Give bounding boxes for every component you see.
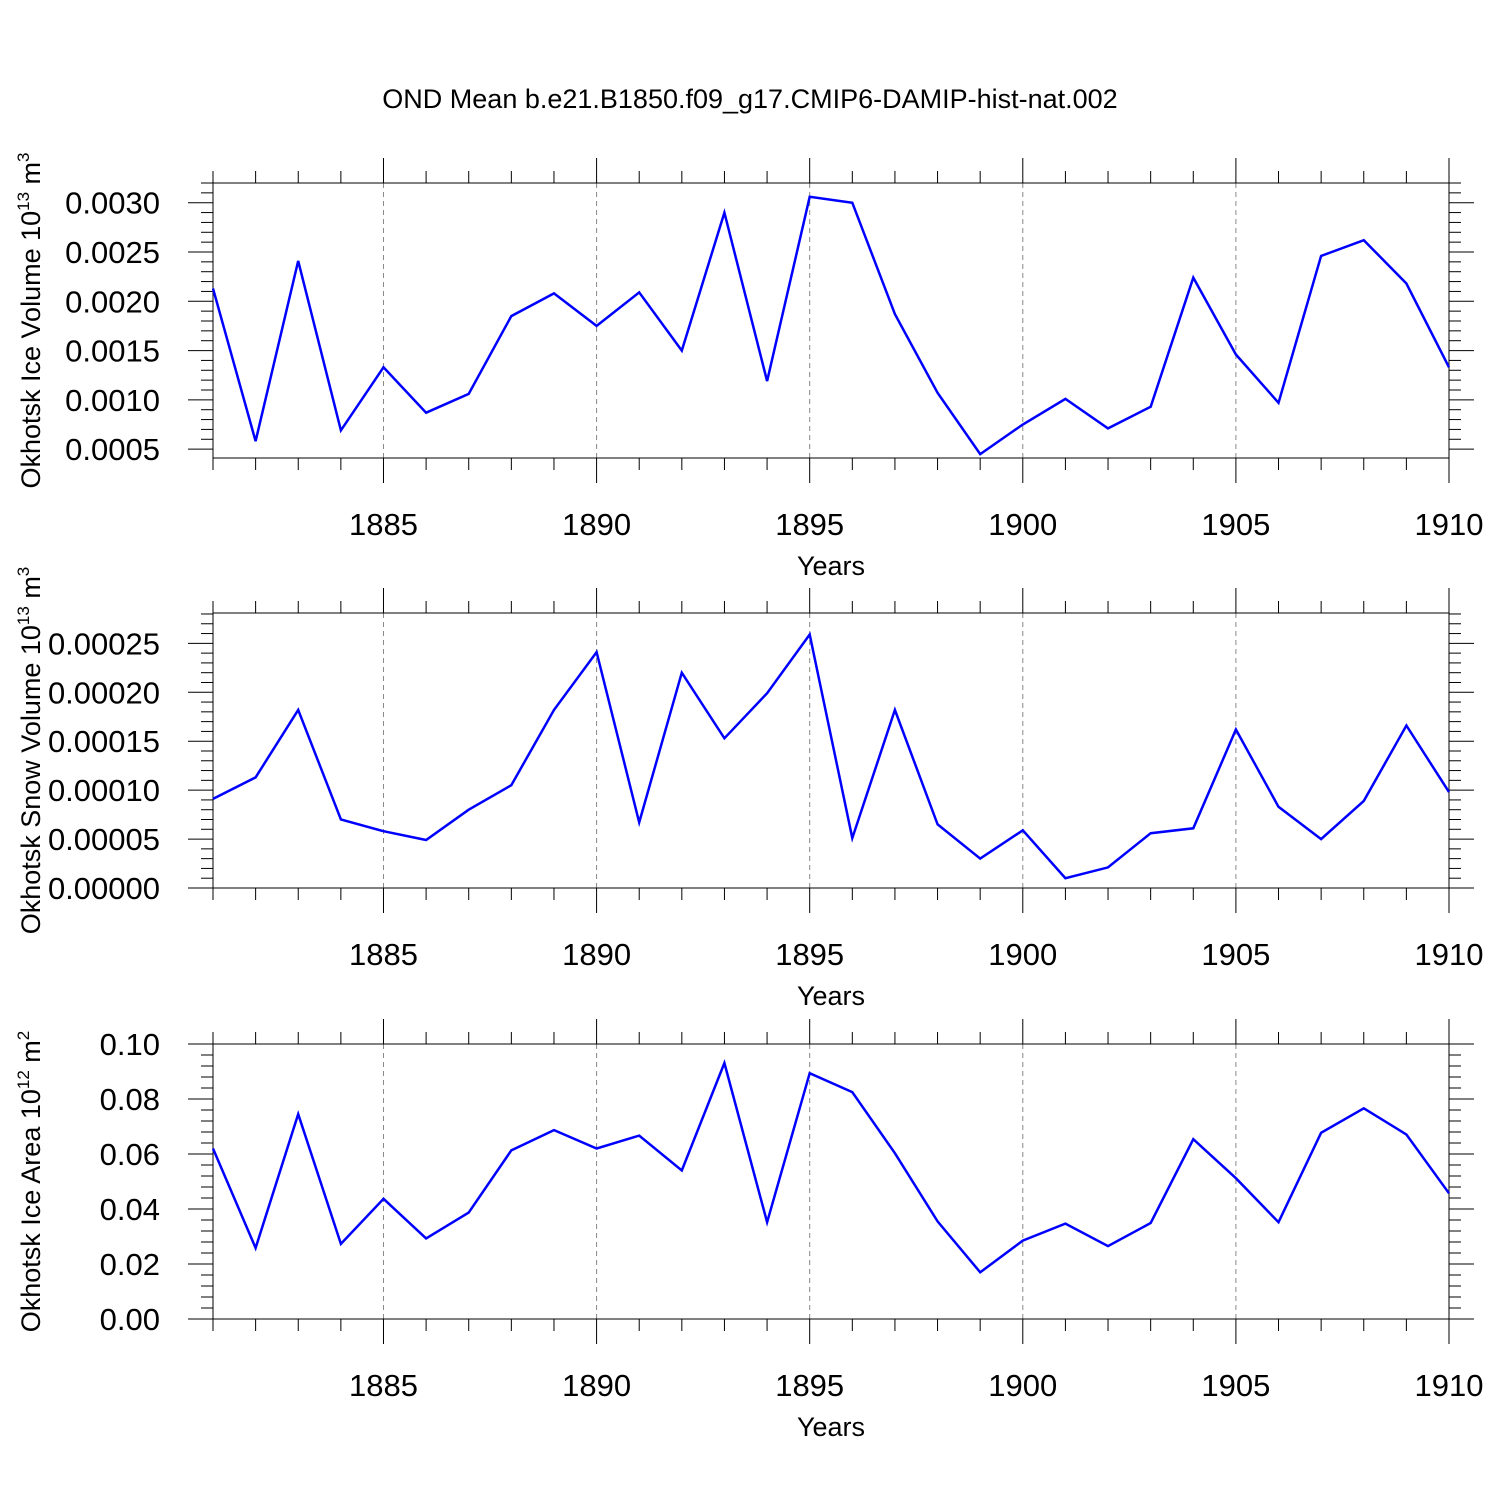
y-axis-label: Okhotsk Ice Area 1012 m2 [14, 1031, 46, 1333]
y-tick-label: 0.06 [100, 1137, 160, 1172]
y-tick-label: 0.0010 [65, 383, 160, 418]
data-line-okhotsk-ice-volume [211, 195, 1451, 456]
chart-title: OND Mean b.e21.B1850.f09_g17.CMIP6-DAMIP… [382, 84, 1117, 114]
plot-frame [212, 182, 1450, 459]
y-tick-label: 0.02 [100, 1247, 160, 1282]
x-tick-label: 1890 [562, 1368, 631, 1403]
x-tick-label: 1885 [349, 1368, 418, 1403]
y-tick-label: 0.04 [100, 1192, 160, 1227]
panel-3: 1885 1890 1895 1900 1905 1910 0.00 0.02 0.04 0.06… [14, 1019, 1483, 1442]
x-tick-label: 1900 [988, 1368, 1057, 1403]
data-line-okhotsk-snow-volume [212, 631, 1451, 880]
y-tick-label: 0.00000 [48, 871, 160, 906]
y-axis-label: Okhotsk Ice Volume 1013 m3 [14, 152, 46, 488]
x-tick-label: 1910 [1415, 937, 1484, 972]
y-tick-label: 0.08 [100, 1082, 160, 1117]
data-line-okhotsk-ice-area [211, 1059, 1451, 1275]
y-tick-label: 0.00025 [48, 626, 160, 661]
y-tick-label: 0.0020 [65, 284, 160, 319]
plot-frame [212, 1043, 1450, 1320]
x-tick-label: 1885 [349, 937, 418, 972]
y-tick-label: 0.0030 [65, 186, 160, 221]
y-tick-label: 0.00 [100, 1302, 160, 1337]
plot-frame [212, 612, 1450, 889]
x-axis-label: Years [797, 981, 865, 1011]
x-tick-label: 1895 [775, 937, 844, 972]
x-tick-label: 1890 [562, 507, 631, 542]
x-axis-label: Years [797, 1412, 865, 1442]
y-tick-label: 0.00005 [48, 822, 160, 857]
x-tick-label: 1890 [562, 937, 631, 972]
x-tick-label: 1900 [988, 507, 1057, 542]
y-axis-label: Okhotsk Snow Volume 1013 m3 [14, 567, 46, 935]
y-tick-label: 0.0005 [65, 432, 160, 467]
x-tick-label: 1905 [1201, 1368, 1270, 1403]
panel-1: 1885 1890 1895 1900 1905 1910 0.0005 0.0010 0.00… [14, 152, 1483, 581]
x-tick-label: 1900 [988, 937, 1057, 972]
y-tick-label: 0.0015 [65, 334, 160, 369]
x-tick-label: 1895 [775, 507, 844, 542]
x-axis-label: Years [797, 551, 865, 581]
x-tick-label: 1910 [1415, 1368, 1484, 1403]
x-tick-label: 1895 [775, 1368, 844, 1403]
y-tick-label: 0.00020 [48, 675, 160, 710]
x-tick-label: 1905 [1201, 937, 1270, 972]
x-tick-label: 1885 [349, 507, 418, 542]
y-tick-label: 0.00010 [48, 773, 160, 808]
x-tick-label: 1910 [1415, 507, 1484, 542]
y-tick-label: 0.10 [100, 1027, 160, 1062]
y-tick-label: 0.00015 [48, 724, 160, 759]
y-tick-label: 0.0025 [65, 235, 160, 270]
panel-2: 1885 1890 1895 1900 1905 1910 0.00000 0.00005 0.… [14, 567, 1483, 1011]
x-tick-label: 1905 [1201, 507, 1270, 542]
